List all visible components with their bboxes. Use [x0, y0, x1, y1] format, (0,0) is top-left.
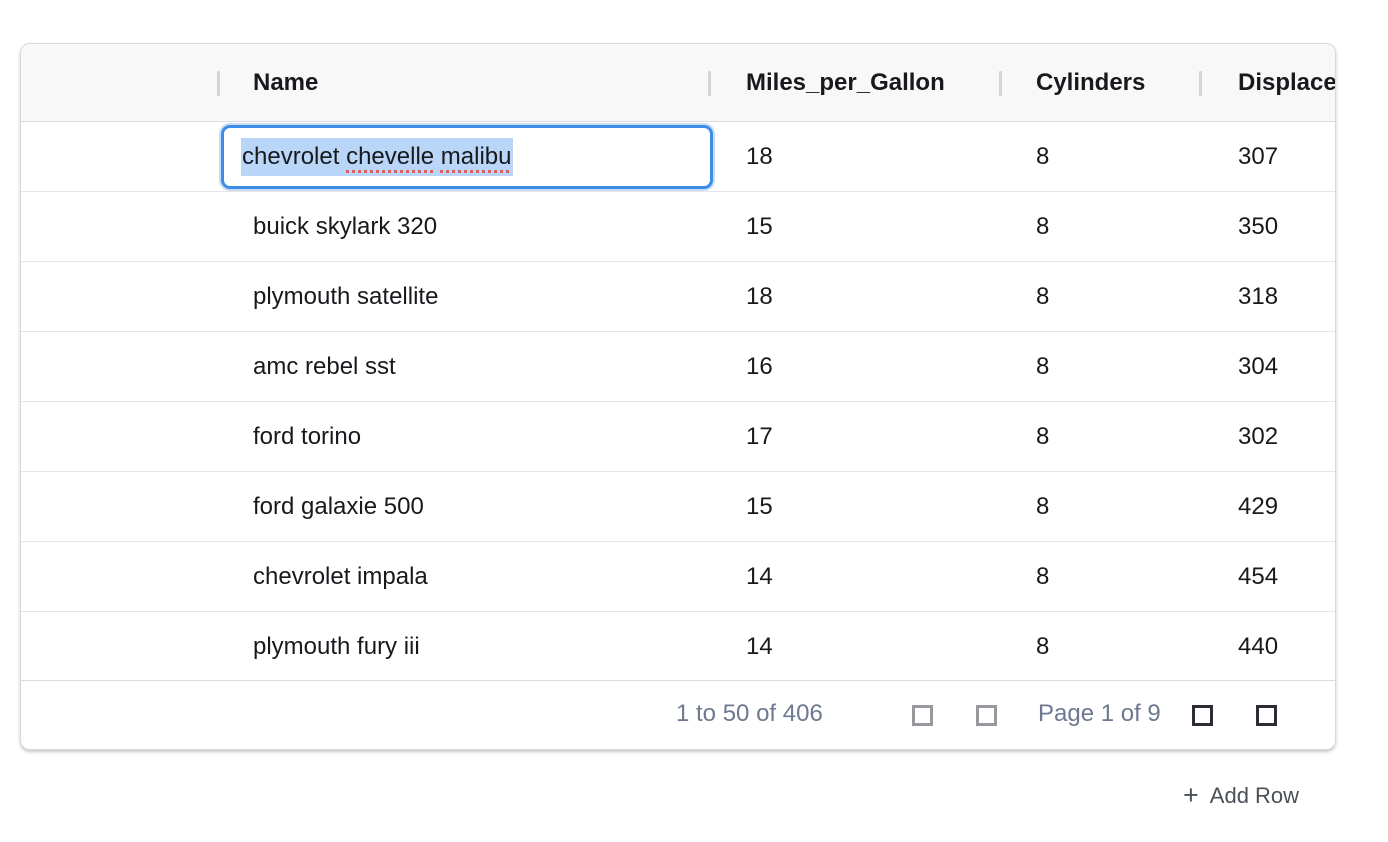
displacement-cell[interactable]: 304: [1238, 353, 1279, 380]
last-page-button[interactable]: [1256, 705, 1277, 726]
miles-per-gallon-cell[interactable]: 15: [746, 213, 773, 240]
name-cell[interactable]: ford torino: [253, 423, 362, 450]
row-range-label: 1 to 50 of 406: [676, 700, 823, 727]
grid-footer: 1 to 50 of 406 Page 1 of 9: [21, 680, 1335, 749]
name-cell[interactable]: buick skylark 320: [253, 213, 438, 240]
cylinders-cell[interactable]: 8: [1036, 213, 1050, 240]
cylinders-cell[interactable]: 8: [1036, 143, 1050, 170]
table-row: buick skylark 320 15 8 350: [21, 192, 1335, 262]
miles-per-gallon-cell[interactable]: 15: [746, 493, 773, 520]
first-page-button[interactable]: [912, 705, 933, 726]
displacement-cell[interactable]: 307: [1238, 143, 1279, 170]
name-cell[interactable]: plymouth satellite: [253, 283, 439, 310]
table-row: chevrolet impala 14 8 454: [21, 542, 1335, 612]
displacement-cell[interactable]: 302: [1238, 423, 1279, 450]
miles-per-gallon-cell[interactable]: 17: [746, 423, 773, 450]
cylinders-cell[interactable]: 8: [1036, 283, 1050, 310]
cylinders-cell[interactable]: 8: [1036, 493, 1050, 520]
table-row: ford torino 17 8 302: [21, 402, 1335, 472]
next-page-button[interactable]: [1192, 705, 1213, 726]
selected-text: chevrolet chevelle malibu: [241, 138, 513, 176]
displacement-cell[interactable]: 440: [1238, 633, 1279, 660]
column-header-displacement[interactable]: Displacement: [1238, 69, 1336, 96]
displacement-cell[interactable]: 429: [1238, 493, 1279, 520]
table-row: amc rebel sst 16 8 304: [21, 332, 1335, 402]
grid-header-row: Name Miles_per_Gallon Cylinders Displace…: [21, 44, 1335, 122]
displacement-cell[interactable]: 350: [1238, 213, 1279, 240]
displacement-cell[interactable]: 454: [1238, 563, 1279, 590]
column-separator: [217, 71, 220, 96]
name-cell[interactable]: amc rebel sst: [253, 353, 396, 380]
miles-per-gallon-cell[interactable]: 14: [746, 633, 773, 660]
displacement-cell[interactable]: 318: [1238, 283, 1279, 310]
add-row-button[interactable]: + Add Row: [1183, 782, 1299, 809]
name-cell[interactable]: plymouth fury iii: [253, 633, 420, 660]
grid-body: chevrolet chevelle malibu 18 8 307 buick sky…: [21, 122, 1335, 682]
column-header-cylinders[interactable]: Cylinders: [1036, 69, 1146, 96]
table-row: plymouth satellite 18 8 318: [21, 262, 1335, 332]
cylinders-cell[interactable]: 8: [1036, 633, 1050, 660]
column-separator: [1199, 71, 1202, 96]
plus-icon: +: [1183, 780, 1199, 810]
name-cell-editor[interactable]: chevrolet chevelle malibu: [221, 125, 713, 189]
table-row: chevrolet chevelle malibu 18 8 307: [21, 122, 1335, 192]
table-row: ford galaxie 500 15 8 429: [21, 472, 1335, 542]
column-separator: [999, 71, 1002, 96]
miles-per-gallon-cell[interactable]: 14: [746, 563, 773, 590]
miles-per-gallon-cell[interactable]: 18: [746, 283, 773, 310]
previous-page-button[interactable]: [976, 705, 997, 726]
data-grid: Name Miles_per_Gallon Cylinders Displace…: [20, 43, 1336, 750]
miles-per-gallon-cell[interactable]: 16: [746, 353, 773, 380]
name-cell[interactable]: chevrolet impala: [253, 563, 428, 590]
name-cell[interactable]: ford galaxie 500: [253, 493, 424, 520]
cylinders-cell[interactable]: 8: [1036, 353, 1050, 380]
cylinders-cell[interactable]: 8: [1036, 423, 1050, 450]
cylinders-cell[interactable]: 8: [1036, 563, 1050, 590]
add-row-label: Add Row: [1209, 782, 1300, 808]
page-indicator: Page 1 of 9: [1038, 700, 1161, 727]
column-header-name[interactable]: Name: [253, 69, 319, 96]
miles-per-gallon-cell[interactable]: 18: [746, 143, 773, 170]
column-separator: [708, 71, 711, 96]
table-row: plymouth fury iii 14 8 440: [21, 612, 1335, 682]
column-header-miles-per-gallon[interactable]: Miles_per_Gallon: [746, 69, 945, 96]
